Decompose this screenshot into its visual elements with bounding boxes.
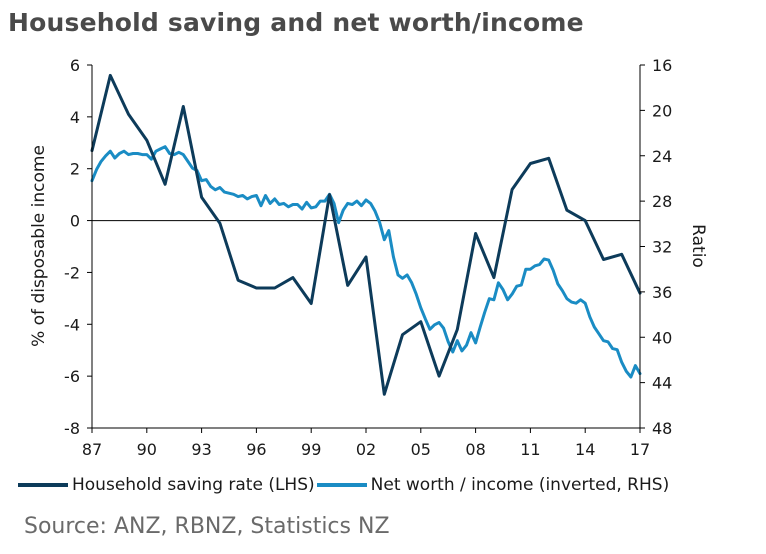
y2-tick-label: 48 <box>652 419 672 438</box>
x-tick-label: 96 <box>246 440 266 459</box>
legend-item-networth: Net worth / income (inverted, RHS) <box>316 475 670 495</box>
series-layer <box>90 73 642 396</box>
y-tick-label: -6 <box>64 367 80 386</box>
legend: Household saving rate (LHS) Net worth / … <box>18 475 671 495</box>
y2-tick-label: 36 <box>652 283 672 302</box>
y2-tick-label: 44 <box>652 374 672 393</box>
y2-tick-label: 40 <box>652 328 672 347</box>
series-line-networth <box>90 145 642 379</box>
x-tick-label: 14 <box>575 440 595 459</box>
y2-axis-label: Ratio <box>688 224 708 268</box>
y-tick-label: -8 <box>64 419 80 438</box>
x-tick-label: 90 <box>137 440 157 459</box>
y2-tick-label: 24 <box>652 147 672 166</box>
y-tick-label: 6 <box>70 56 80 75</box>
source-note: Source: ANZ, RBNZ, Statistics NZ <box>24 514 390 539</box>
y-tick-label: -2 <box>64 263 80 282</box>
y-tick-label: 4 <box>70 108 80 127</box>
legend-item-saving: Household saving rate (LHS) <box>18 475 315 495</box>
legend-label-networth: Net worth / income (inverted, RHS) <box>370 475 670 495</box>
y-tick-label: 0 <box>70 212 80 231</box>
x-tick-label: 11 <box>520 440 540 459</box>
x-tick-label: 17 <box>630 440 650 459</box>
series-line-saving <box>90 73 642 396</box>
legend-swatch-saving <box>18 483 68 487</box>
y2-tick-label: 28 <box>652 192 672 211</box>
y-tick-label: 2 <box>70 160 80 179</box>
x-tick-label: 99 <box>301 440 321 459</box>
y-axis-label: % of disposable income <box>29 145 49 347</box>
y2-tick-label: 20 <box>652 101 672 120</box>
legend-label-saving: Household saving rate (LHS) <box>72 475 315 495</box>
chart-title: Household saving and net worth/income <box>8 8 584 37</box>
x-tick-label: 87 <box>82 440 102 459</box>
legend-swatch-networth <box>316 483 367 487</box>
x-tick-label: 05 <box>411 440 431 459</box>
x-tick-label: 02 <box>356 440 376 459</box>
x-tick-label: 93 <box>191 440 211 459</box>
x-tick-label: 08 <box>465 440 485 459</box>
y-tick-label: -4 <box>64 315 80 334</box>
y2-tick-label: 16 <box>652 56 672 75</box>
y2-tick-label: 32 <box>652 238 672 257</box>
